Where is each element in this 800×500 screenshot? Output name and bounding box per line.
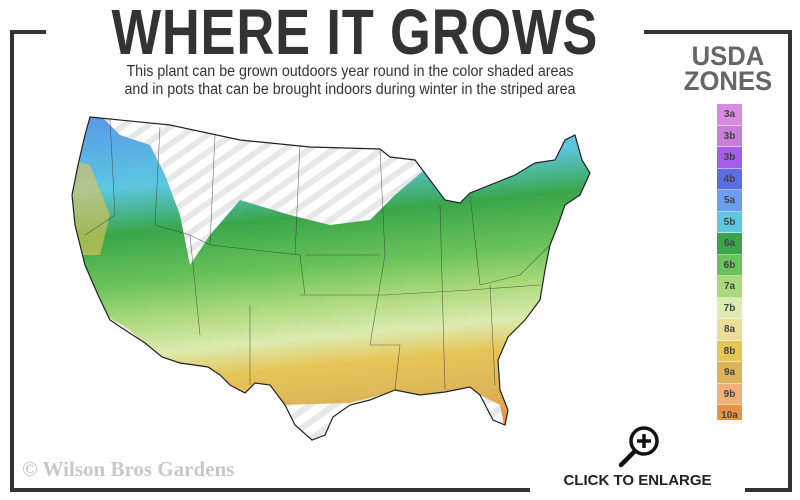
striped-area-north bbox=[72, 117, 590, 265]
subtitle-line-1: This plant can be grown outdoors year ro… bbox=[126, 63, 574, 80]
legend-zone-6b: 6b bbox=[717, 254, 742, 276]
legend-zone-3b: 3b bbox=[717, 125, 742, 147]
state-borders bbox=[84, 119, 551, 391]
legend-zone-6a: 6a bbox=[717, 233, 742, 255]
magnifier-plus-icon bbox=[618, 426, 659, 468]
page-title: WHERE IT GROWS bbox=[111, 0, 599, 68]
legend-zone-7a: 7a bbox=[717, 276, 742, 298]
legend-title-line-2: ZONES bbox=[683, 66, 773, 96]
legend-zone-5a: 5a bbox=[717, 190, 742, 212]
legend-zone-8a: 8a bbox=[717, 319, 742, 341]
frame-top-right bbox=[644, 30, 792, 34]
click-to-enlarge-label: CLICK TO ENLARGE bbox=[563, 472, 712, 489]
legend-title-line-1: USDA bbox=[691, 41, 765, 71]
frame-left bbox=[10, 30, 14, 492]
legend-zone-5b: 5b bbox=[717, 211, 742, 233]
legend-zone-8b: 8b bbox=[717, 340, 742, 362]
legend-zone-3a: 3a bbox=[717, 104, 742, 126]
subtitle: This plant can be grown outdoors year ro… bbox=[65, 63, 635, 99]
legend-zone-3b: 3b bbox=[717, 147, 742, 169]
legend-zone-4b: 4b bbox=[717, 168, 742, 190]
zone-legend: 3a3b3b4b5a5b6a6b7a7b8a8b9a9b10a10b bbox=[717, 104, 742, 448]
frame-right bbox=[788, 30, 792, 492]
subtitle-line-2: and in pots that can be brought indoors … bbox=[124, 81, 576, 98]
usda-zone-map[interactable] bbox=[50, 105, 610, 455]
copyright-watermark: © Wilson Bros Gardens bbox=[22, 457, 235, 481]
frame-top-left bbox=[10, 30, 46, 34]
click-to-enlarge-button[interactable]: CLICK TO ENLARGE bbox=[530, 420, 745, 495]
frame-bottom bbox=[10, 488, 792, 492]
legend-title: USDA ZONES bbox=[675, 41, 781, 96]
legend-zone-9a: 9a bbox=[717, 362, 742, 384]
legend-zone-7b: 7b bbox=[717, 297, 742, 319]
west-coast-zone bbox=[72, 155, 110, 255]
legend-zone-9b: 9b bbox=[717, 383, 742, 405]
us-outline bbox=[71, 116, 591, 441]
